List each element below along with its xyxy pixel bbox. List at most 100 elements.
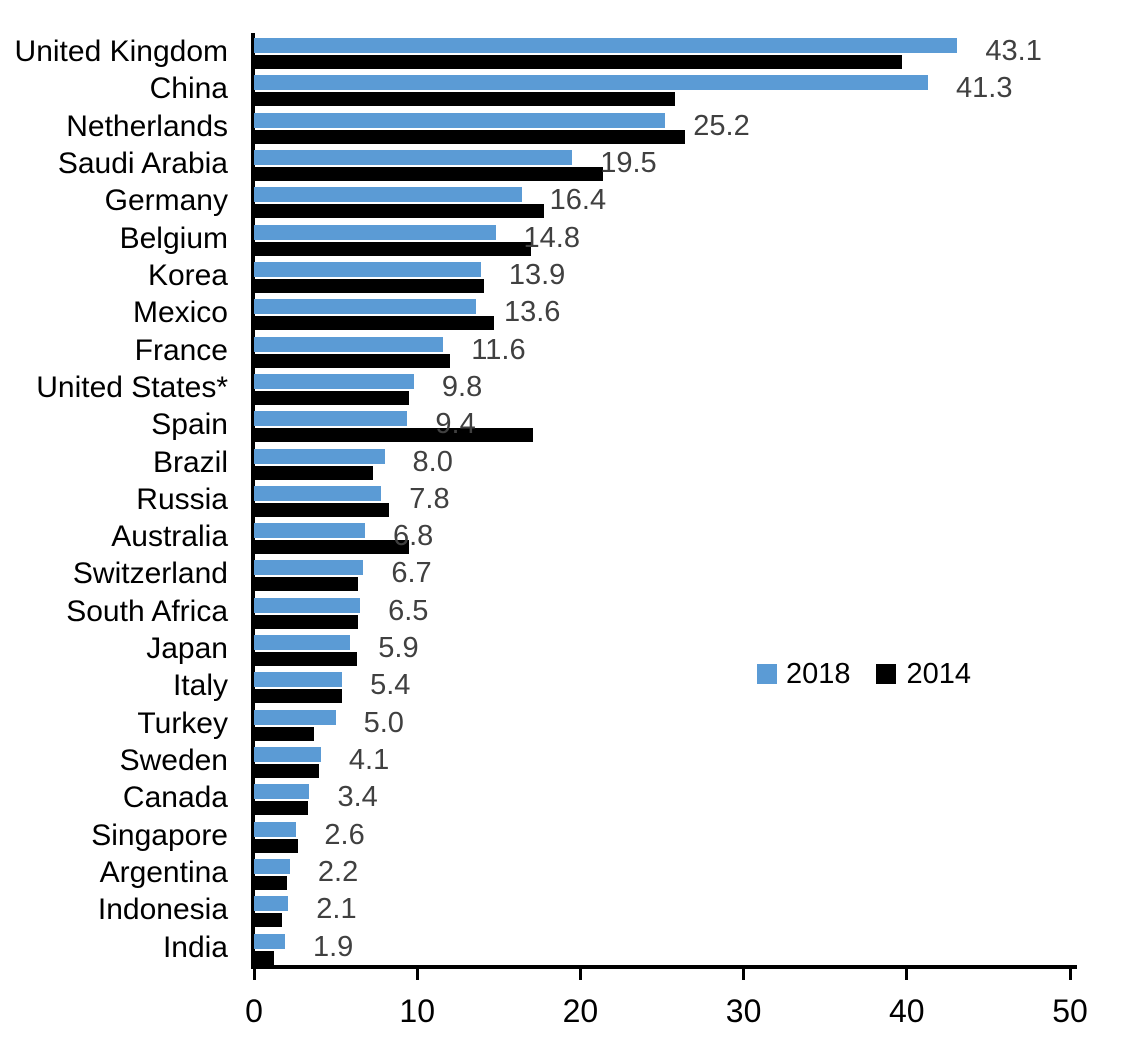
value-label: 5.0 [363,706,404,739]
category-label: United Kingdom [14,35,228,68]
bar-2018 [254,859,290,875]
bar-2014 [254,465,374,480]
bar-2014 [254,577,359,592]
bar-2018 [254,187,522,203]
category-label: Turkey [137,706,228,740]
bar-2018 [254,75,929,91]
bar-2014 [254,652,357,667]
category-label: China [149,72,228,106]
bar-2014 [254,838,299,853]
category-label: Singapore [91,818,228,852]
bar-2018 [254,149,573,165]
legend-label-2014: 2014 [906,658,972,690]
bar-2014 [254,950,274,965]
category-label: Switzerland [72,557,228,591]
x-tick-label: 40 [889,993,925,1029]
bar-2014 [254,390,410,405]
value-label: 9.4 [435,408,476,441]
bar-2014 [254,428,534,443]
category-label: France [134,333,228,367]
value-label: 1.9 [313,930,354,963]
category-label: Spain [151,408,228,442]
bar-2018 [254,448,385,464]
category-label: India [162,930,228,964]
value-label: 2.2 [317,856,359,889]
category-label: Saudi Arabia [57,146,228,180]
bar-2014 [254,166,604,181]
bar-2014 [254,689,343,704]
category-label: Italy [172,669,228,703]
value-label: 9.8 [441,370,483,403]
category-label: Germany [104,184,228,218]
value-label: 13.6 [503,296,561,329]
value-label: 13.9 [508,258,566,291]
value-label: 41.3 [956,72,1013,105]
bar-2014 [254,913,282,928]
bar-2018 [254,261,481,277]
category-label: Brazil [152,445,228,479]
value-label: 6.7 [391,557,432,590]
bar-2018 [254,523,365,539]
bar-2018 [254,784,310,800]
x-tick-label: 30 [725,993,762,1029]
bar-2018 [254,933,285,949]
bar-2014 [254,316,494,331]
bar-2014 [254,614,359,629]
bar-2018 [254,597,361,613]
value-label: 5.9 [378,632,419,665]
legend-swatch-2018 [757,664,777,684]
x-tick-mark [742,969,746,980]
bar-2014 [254,726,315,741]
x-tick-label: 20 [562,993,599,1029]
bar-2014 [254,55,902,69]
y-axis-line [251,33,255,968]
legend-swatch-2014 [875,664,896,684]
category-label: Canada [122,781,228,815]
value-label: 25.2 [693,109,750,142]
x-tick-mark [578,969,582,980]
x-axis-line [251,965,1077,969]
category-label: Argentina [99,856,228,890]
value-label: 2.6 [324,818,365,851]
bar-2014 [254,764,320,779]
bar-2018 [254,560,364,576]
value-label: 3.4 [337,781,378,814]
category-label: Belgium [119,221,228,255]
x-tick-mark [1068,969,1072,980]
legend-label-2018: 2018 [786,658,851,690]
bar-2014 [254,92,676,107]
value-label: 19.5 [600,146,657,179]
value-label: 11.6 [471,333,526,366]
category-label: Indonesia [97,893,228,927]
value-label: 14.8 [523,221,580,254]
bar-2014 [254,801,308,816]
x-tick-mark [252,969,256,980]
bar-2018 [254,411,408,427]
value-label: 6.5 [388,594,429,627]
category-label: Australia [111,520,228,554]
bar-2018 [254,821,297,837]
value-label: 8.0 [412,445,453,478]
bar-2014 [254,353,450,368]
x-tick-mark [415,969,419,980]
bar-2018 [254,485,382,501]
bar-2014 [254,241,532,256]
bar-2018 [254,635,351,651]
value-label: 7.8 [409,482,450,515]
bar-2014 [254,876,287,891]
bar-2014 [254,278,485,293]
value-label: 16.4 [549,184,607,217]
bar-2014 [254,204,545,219]
x-tick-label: 0 [245,993,263,1029]
x-tick-label: 10 [399,993,435,1029]
category-label: South Africa [66,594,228,628]
bar-2018 [254,299,476,315]
bar-2018 [254,373,414,389]
bar-2014 [254,129,685,144]
value-label: 4.1 [348,744,390,777]
legend: 2018 2014 [757,658,971,690]
value-label: 43.1 [985,35,1042,67]
category-label: Mexico [132,296,228,330]
x-tick-label: 50 [1052,993,1088,1029]
